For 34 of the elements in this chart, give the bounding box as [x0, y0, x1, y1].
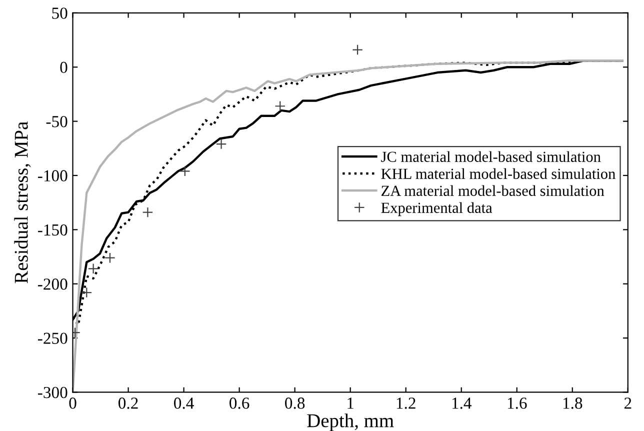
point [352, 44, 363, 56]
x-tick-label: 1.4 [452, 398, 472, 409]
y-tick-label: -200 [38, 278, 68, 290]
legend-label: Experimental data [381, 202, 492, 216]
y-axis-title: Residual stress, MPa [14, 122, 31, 284]
y-tick-label: -150 [38, 224, 68, 236]
x-tick-label: 1.8 [563, 398, 582, 409]
x-tick-label: 0.2 [118, 398, 138, 409]
x-tick-label: 1.6 [508, 398, 527, 409]
x-tick-label: 1 [348, 398, 354, 409]
point [104, 252, 116, 264]
y-tick-label: -100 [38, 170, 68, 182]
point [179, 166, 190, 177]
x-tick-label: 0.6 [230, 398, 250, 409]
legend-label: KHL material model-based simulation [381, 168, 616, 179]
line-series [72, 60, 624, 392]
legend-label: ZA material model-based simulation [382, 185, 604, 196]
point [216, 138, 227, 150]
legend-label: JC material model-based simulation [381, 151, 601, 162]
x-tick-label: 0.4 [174, 398, 194, 409]
point [81, 287, 92, 298]
point [88, 263, 99, 274]
y-tick-label: 50 [52, 8, 68, 19]
x-tick-label: 1.2 [396, 398, 416, 409]
y-tick-label: -250 [38, 332, 68, 344]
y-tick-label: -50 [46, 116, 68, 128]
y-tick-label: 0 [60, 62, 68, 74]
point [142, 206, 154, 218]
x-tick-label: 0 [69, 398, 76, 409]
y-tick-label: -300 [38, 386, 68, 398]
x-axis-title: Depth, mm [307, 414, 394, 431]
x-tick-label: 2 [624, 398, 632, 409]
point [274, 100, 286, 112]
x-tick-label: 0.8 [285, 398, 305, 409]
